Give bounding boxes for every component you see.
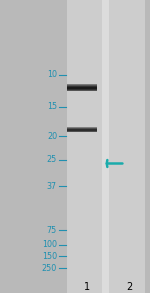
Text: 37: 37 (47, 182, 57, 190)
Text: 100: 100 (42, 240, 57, 249)
Text: 250: 250 (42, 264, 57, 272)
Text: 10: 10 (47, 70, 57, 79)
Text: 25: 25 (47, 155, 57, 164)
Text: 1: 1 (84, 282, 90, 292)
Text: 15: 15 (47, 103, 57, 111)
Text: 150: 150 (42, 252, 57, 261)
Text: 2: 2 (126, 282, 132, 292)
Text: 75: 75 (47, 226, 57, 234)
Text: 20: 20 (47, 132, 57, 141)
